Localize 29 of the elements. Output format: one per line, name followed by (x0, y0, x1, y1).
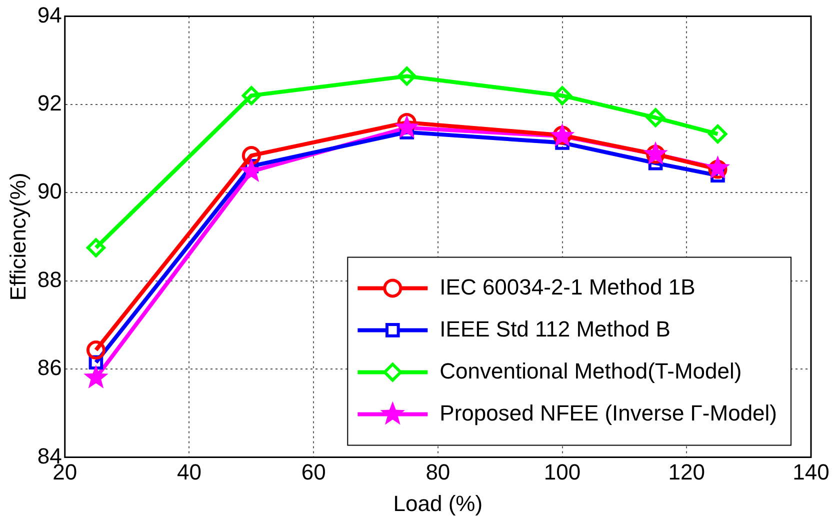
point (86, 340, 106, 360)
legend-label: IEC 60034-2-1 Method 1B (440, 274, 696, 300)
x-tick-label: 100 (544, 459, 581, 484)
y-tick-label: 92 (37, 90, 62, 116)
point (705, 155, 730, 179)
legend-label: Conventional Method(T-Model) (440, 358, 742, 384)
point (643, 141, 668, 165)
point (242, 146, 261, 166)
point (394, 114, 420, 138)
x-tick-label: 40 (176, 459, 202, 484)
legend-label: IEEE Std 112 Method B (440, 316, 670, 342)
y-axis-title: Efficiency(%) (5, 172, 30, 301)
point (84, 364, 108, 388)
legend-label: Proposed NFEE (Inverse Γ-Model) (440, 400, 778, 426)
y-tick-label: 88 (37, 266, 62, 292)
x-tick-label: 120 (668, 459, 706, 484)
point (552, 86, 572, 106)
y-tick-label: 94 (37, 2, 62, 28)
y-tick-label: 86 (37, 355, 62, 380)
x-tick-label: 80 (426, 459, 450, 484)
x-tick-label: 140 (792, 459, 830, 484)
point (646, 108, 666, 128)
x-axis-title: Load (%) (393, 490, 483, 516)
point (242, 86, 261, 106)
point (708, 124, 728, 144)
x-tick-label: 60 (301, 459, 326, 484)
y-tick-label: 90 (37, 178, 62, 204)
point (86, 238, 106, 258)
point (397, 66, 416, 86)
